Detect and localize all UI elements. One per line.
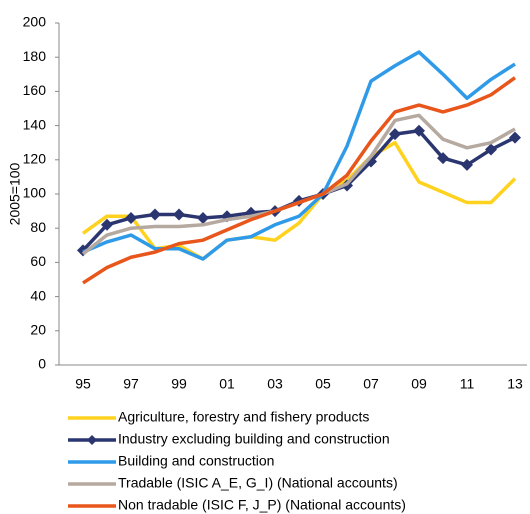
series-line: [82, 50, 516, 261]
y-tick-label: 160: [23, 82, 47, 98]
marker: [149, 208, 161, 221]
marker: [197, 211, 209, 224]
marker: [509, 131, 521, 144]
series-line: [81, 113, 516, 256]
legend-marker: [87, 435, 97, 445]
series-line: [82, 76, 517, 285]
legend-label: Non tradable (ISIC F, J_P) (National acc…: [118, 497, 406, 513]
y-tick-label: 180: [23, 48, 47, 64]
marker: [485, 143, 497, 156]
y-tick-label: 200: [23, 14, 47, 30]
legend-label: Industry excluding building and construc…: [118, 431, 390, 447]
marker: [101, 218, 113, 231]
x-tick-label: 13: [507, 376, 523, 392]
y-tick-label: 100: [23, 185, 47, 201]
series-line: [81, 128, 516, 252]
x-tick-label: 97: [123, 376, 139, 392]
marker: [413, 124, 425, 137]
y-axis-label: 2005=100: [7, 162, 23, 225]
x-tick-label: 99: [171, 376, 187, 392]
y-tick-label: 20: [30, 322, 46, 338]
x-tick-label: 01: [219, 376, 235, 392]
marker: [389, 128, 401, 141]
y-tick-label: 60: [30, 253, 46, 269]
marker: [461, 158, 473, 171]
x-tick-label: 09: [411, 376, 427, 392]
y-tick-label: 40: [30, 287, 46, 303]
x-tick-label: 05: [315, 376, 331, 392]
marker: [437, 152, 449, 165]
legend-label: Tradable (ISIC A_E, G_I) (National accou…: [118, 475, 398, 491]
y-tick-label: 80: [30, 219, 46, 235]
y-tick-label: 0: [38, 356, 46, 372]
x-tick-label: 03: [267, 376, 283, 392]
x-tick-label: 11: [460, 376, 475, 392]
legend-label: Building and construction: [118, 453, 274, 469]
y-tick-label: 120: [23, 151, 47, 167]
y-tick-label: 140: [23, 116, 47, 132]
x-tick-label: 95: [75, 376, 91, 392]
legend-label: Agriculture, forestry and fishery produc…: [118, 409, 369, 425]
marker: [173, 208, 185, 221]
x-tick-label: 07: [363, 376, 379, 392]
marker: [125, 211, 137, 224]
